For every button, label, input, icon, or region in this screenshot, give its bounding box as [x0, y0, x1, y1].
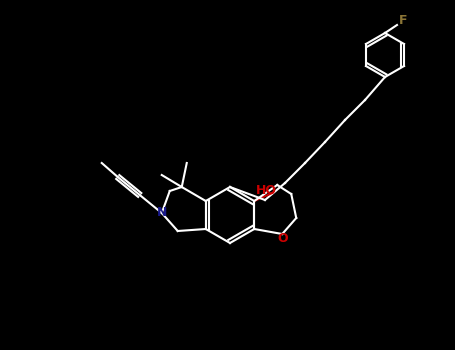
- Text: HO: HO: [256, 184, 277, 197]
- Text: F: F: [399, 14, 407, 28]
- Text: N: N: [157, 206, 167, 219]
- Text: O: O: [277, 232, 288, 245]
